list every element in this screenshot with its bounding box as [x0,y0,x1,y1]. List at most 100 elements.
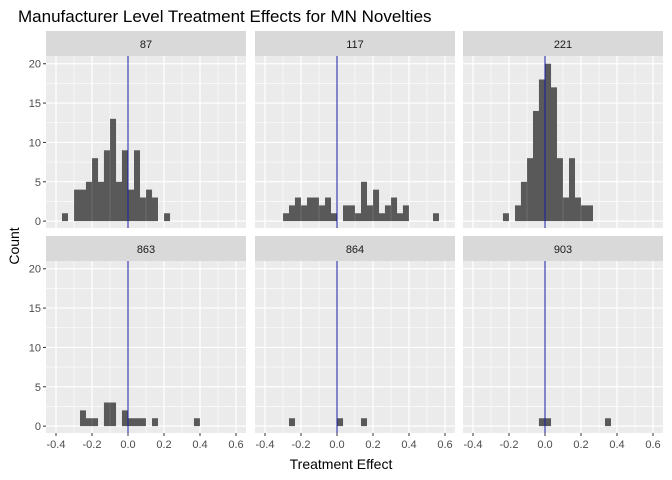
x-tick-label: -0.2 [500,439,519,451]
histogram-bar [92,158,99,222]
x-tick-label: -0.4 [464,439,483,451]
x-tick-label: 0.6 [645,439,660,451]
histogram-bar [80,410,86,427]
y-tick-label: 10 [29,137,41,149]
x-axis-title: Treatment Effect [290,456,393,472]
histogram-bar [343,205,349,222]
facet-strip-label: 864 [346,244,364,256]
panels-layer: 87 0 5 10 15 20 117 221 863 0 5 10 15 20 -0.4 -0.2 0.0 0.… [29,31,663,451]
facet-panel-903: 903 -0.4 -0.2 0.0 0.2 0.4 0.6 [463,236,663,451]
histogram-bar [574,197,581,222]
y-tick-label: 0 [35,216,41,228]
x-tick-label: 0.6 [228,439,243,451]
x-tick-label: -0.2 [83,439,102,451]
histogram-bar [134,150,140,222]
histogram-bar [538,418,545,427]
histogram-bar [384,205,391,222]
y-tick-label: 20 [29,59,41,71]
histogram-bar [121,410,128,427]
histogram-bar [128,418,135,427]
facet-strip-label: 87 [140,39,152,51]
histogram-bar [563,197,570,222]
x-tick-label: 0.0 [329,439,344,451]
facet-strip [46,236,246,261]
histogram-bar [545,418,552,427]
histogram-bar [134,418,140,427]
facet-strip-label: 863 [137,244,155,256]
facet-panel-87: 87 0 5 10 15 20 [29,31,246,228]
histogram-bar [62,213,68,222]
histogram-bar [121,150,128,222]
histogram-bar [128,189,135,222]
histogram-bar [330,213,337,222]
x-tick-label: 0.4 [609,439,624,451]
histogram-bar [348,205,355,222]
histogram-bar [379,213,385,222]
histogram-bar [366,205,373,222]
histogram-bar [146,189,153,222]
histogram-bar [361,418,367,427]
histogram-bar [538,79,545,222]
histogram-bar [103,150,110,222]
histogram-bar [294,197,301,222]
facet-strip [46,31,246,56]
histogram-bar [319,205,326,222]
histogram-bar [289,205,295,222]
x-tick-label: 0.2 [573,439,588,451]
facet-strip [255,31,455,56]
histogram-bar [569,158,575,222]
histogram-bar [152,197,158,222]
histogram-bar [556,158,563,222]
histogram-bar [527,158,534,222]
x-tick-label: 0.2 [156,439,171,451]
histogram-bar [98,181,104,222]
facet-strip [255,236,455,261]
histogram-bar [391,197,398,222]
x-tick-label: -0.4 [47,439,66,451]
histogram-bar [110,402,117,427]
histogram-bar [164,213,171,222]
x-tick-label: 0.4 [401,439,416,451]
x-tick-label: -0.2 [292,439,311,451]
y-tick-label: 15 [29,303,41,315]
histogram-bar [80,189,86,222]
histogram-bar [325,197,331,222]
y-tick-label: 0 [35,421,41,433]
histogram-bar [74,189,81,222]
histogram-bar [139,197,146,222]
y-tick-label: 5 [35,382,41,394]
x-tick-label: 0.0 [120,439,135,451]
facet-panel-864: 864 -0.4 -0.2 0.0 0.2 0.4 0.6 [255,236,455,451]
histogram-bar [515,205,521,222]
facet-panel-863: 863 0 5 10 15 20 -0.4 -0.2 0.0 0.2 0.4 0.6 [29,236,246,451]
histogram-bar [355,213,362,222]
histogram-bar [587,205,593,222]
histogram-bar [301,205,308,222]
x-tick-label: 0.4 [192,439,207,451]
histogram-bar [581,205,588,222]
facet-strip [463,31,663,56]
histogram-bar [545,63,552,222]
facet-strip-label: 221 [554,39,572,51]
x-tick-label: -0.4 [256,439,275,451]
histogram-bar [283,213,290,222]
histogram-bar [193,418,200,427]
histogram-bar [92,418,99,427]
histogram-bar [116,181,122,222]
histogram-bar [110,118,117,222]
y-tick-label: 10 [29,342,41,354]
y-tick-label: 15 [29,98,41,110]
facet-strip-label: 903 [554,244,572,256]
histogram-bar [289,418,295,427]
facet-panel-117: 117 [255,31,455,228]
histogram-bar [397,213,403,222]
histogram-bar [502,213,509,222]
facet-strip [463,236,663,261]
histogram-bar [433,213,439,222]
chart-title: Manufacturer Level Treatment Effects for… [18,7,432,26]
x-tick-label: 0.6 [437,439,452,451]
histogram-bar [152,418,158,427]
histogram-bar [361,181,367,222]
